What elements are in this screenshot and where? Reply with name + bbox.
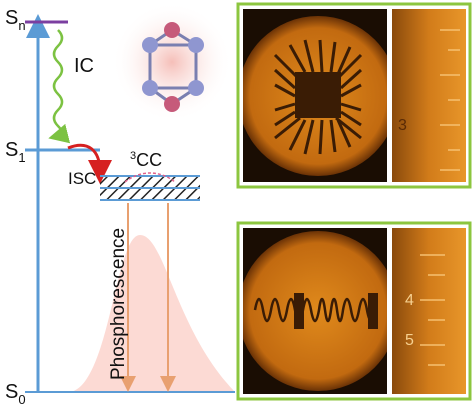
level-label: S0 — [5, 381, 26, 406]
label-part: S — [5, 139, 18, 161]
ruler-label: 4 — [405, 292, 414, 309]
emission-label: Phosphorescence — [108, 228, 129, 380]
ic-arrow — [48, 29, 71, 144]
level-label: S1 — [5, 139, 26, 165]
isc-label: ISC — [68, 169, 96, 188]
label-part: 3 — [130, 150, 136, 162]
molecule — [112, 2, 232, 122]
ic-label: IC — [74, 55, 94, 77]
label-part: S — [5, 381, 18, 403]
xray-image-chip: 3 — [236, 2, 472, 189]
label-part: 1 — [18, 150, 25, 165]
label-part: S — [5, 7, 18, 29]
label-part: CC — [136, 150, 162, 170]
label-part: n — [18, 18, 25, 33]
ruler-label: 3 — [398, 117, 407, 134]
emission-band — [70, 235, 235, 392]
ruler-label: 5 — [405, 332, 414, 349]
label-part: 0 — [18, 392, 25, 406]
isc-arrow — [67, 143, 112, 184]
xray-image-spring: 4 5 — [236, 221, 472, 401]
level-label: Sn — [5, 7, 26, 33]
triplet-label: 3CC — [130, 150, 162, 170]
